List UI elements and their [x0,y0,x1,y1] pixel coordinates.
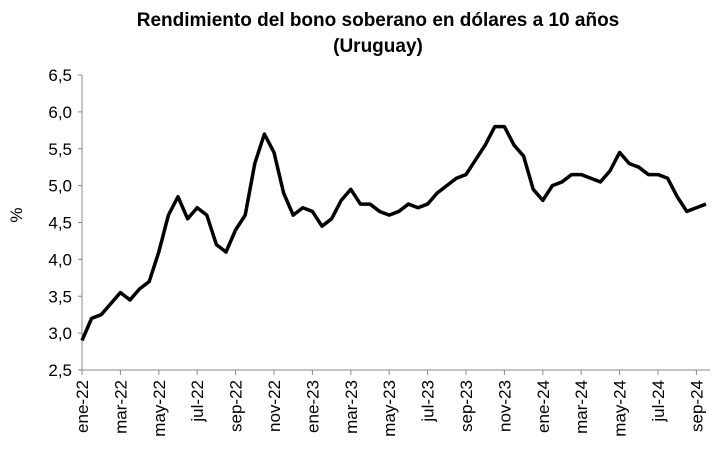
y-tick-label: 4,0 [48,250,72,269]
x-tick-label: jul-24 [649,380,668,423]
x-tick-label: may-24 [611,380,630,437]
y-tick-label: 3,5 [48,287,72,306]
y-tick-label: 2,5 [48,361,72,380]
x-tick-label: may-22 [150,380,169,437]
x-tick-label: mar-22 [111,380,130,434]
line-series [80,124,707,342]
x-tick-label: ene-23 [303,380,322,433]
chart-title: Rendimiento del bono soberano en dólares… [137,10,620,31]
x-tick-label: nov-22 [265,380,284,432]
x-tick-label: jul-22 [188,380,207,423]
x-tick-label: may-23 [380,380,399,437]
x-tick-label: sep-22 [227,380,246,432]
x-tick-label: mar-24 [572,380,591,434]
y-axis-label: % [7,207,26,222]
y-tick-label: 6,0 [48,103,72,122]
y-tick-label: 4,5 [48,214,72,233]
y-tick-label: 5,5 [48,140,72,159]
chart-title: (Uruguay) [333,36,423,57]
x-tick-label: sep-24 [687,380,706,432]
y-tick-label: 5,0 [48,177,72,196]
x-tick-label: mar-23 [342,380,361,434]
x-tick-label: ene-24 [534,380,553,433]
x-tick-label: ene-22 [73,380,92,433]
y-tick-label: 6,5 [48,66,72,85]
x-tick-label: sep-23 [457,380,476,432]
y-tick-label: 3,0 [48,324,72,343]
x-tick-label: jul-23 [419,380,438,423]
x-tick-label: nov-23 [495,380,514,432]
